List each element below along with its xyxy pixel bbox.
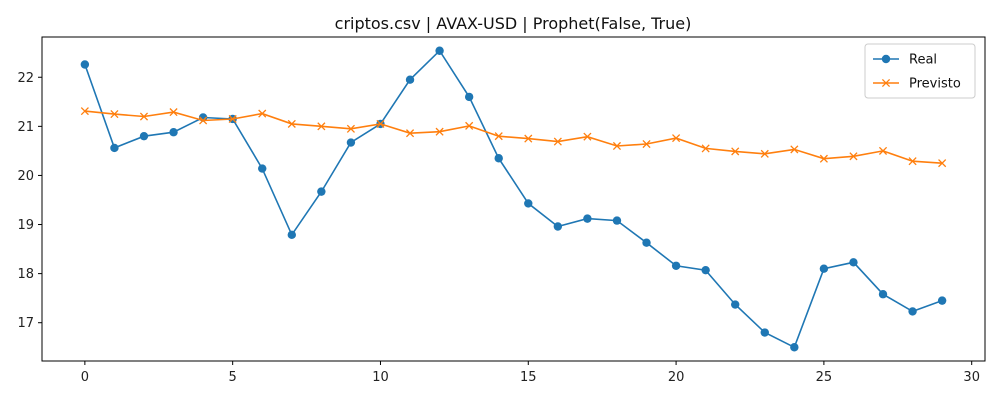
x-tick-label: 0 <box>81 370 89 385</box>
series-real <box>80 46 947 352</box>
legend-entry-real: Real <box>873 53 937 68</box>
data-point <box>258 164 267 173</box>
data-point <box>908 307 917 316</box>
y-tick-label: 17 <box>17 316 34 331</box>
data-point <box>553 222 563 231</box>
data-point <box>849 152 858 161</box>
data-point <box>317 187 326 196</box>
x-tick-label: 20 <box>668 370 685 385</box>
data-point <box>524 199 533 208</box>
data-point <box>790 343 799 352</box>
data-point <box>464 92 474 102</box>
data-point <box>110 110 119 119</box>
x-tick-label: 25 <box>816 370 833 385</box>
legend-marker <box>881 54 891 64</box>
legend-marker <box>881 78 891 88</box>
data-point <box>199 116 208 125</box>
data-point <box>849 258 858 267</box>
data-point <box>612 141 622 151</box>
data-point <box>228 114 237 124</box>
data-point <box>642 139 651 149</box>
data-point <box>139 112 149 121</box>
legend: Real Previsto <box>864 43 976 99</box>
data-point <box>642 238 651 247</box>
y-tick-label: 19 <box>17 218 34 233</box>
data-point <box>612 216 622 225</box>
legend-label: Previsto <box>909 77 961 92</box>
data-point <box>671 261 681 270</box>
data-point <box>80 107 89 116</box>
data-point <box>139 131 149 141</box>
data-point <box>583 132 592 141</box>
data-point <box>701 265 710 275</box>
y-tick-label: 20 <box>17 169 34 184</box>
data-point <box>878 146 888 155</box>
data-point <box>937 296 947 305</box>
series-previsto <box>80 107 947 168</box>
data-point <box>287 230 296 240</box>
data-point <box>760 328 769 337</box>
data-point <box>435 46 444 55</box>
data-point <box>583 214 592 223</box>
y-tick-label: 21 <box>17 120 34 135</box>
data-point <box>878 290 888 299</box>
data-point <box>819 154 828 163</box>
x-tick-label: 5 <box>229 370 237 385</box>
x-tick-label: 15 <box>520 370 537 385</box>
legend-entry-previsto: Previsto <box>873 77 961 92</box>
axes-frame <box>41 36 986 362</box>
data-point <box>731 300 740 309</box>
data-point <box>524 134 533 143</box>
data-point <box>80 60 90 69</box>
data-point <box>435 127 444 136</box>
data-point <box>405 75 415 84</box>
legend-label: Real <box>909 53 937 68</box>
data-point <box>346 124 355 133</box>
series-line-previsto <box>84 110 943 164</box>
y-tick-label: 22 <box>17 71 34 86</box>
data-point <box>169 128 178 137</box>
y-tick-label: 18 <box>17 267 34 282</box>
x-tick-label: 30 <box>963 370 980 385</box>
data-point <box>317 122 326 131</box>
axes: 0 5 10 15 20 25 30 17 18 19 20 21 22 <box>17 36 986 385</box>
data-point <box>376 119 385 128</box>
data-point <box>494 154 503 163</box>
legend-box <box>864 43 976 99</box>
plot-area <box>80 46 947 352</box>
data-point <box>819 264 829 273</box>
data-point <box>701 144 710 153</box>
chart-title: criptos.csv | AVAX-USD | Prophet(False, … <box>335 14 692 33</box>
data-point <box>465 121 474 130</box>
data-point <box>287 119 296 128</box>
data-point <box>258 109 267 118</box>
data-point <box>346 138 356 147</box>
data-point <box>672 134 681 143</box>
data-point <box>110 143 119 153</box>
data-point <box>938 159 947 168</box>
data-point <box>760 149 769 158</box>
x-tick-label: 10 <box>372 370 389 385</box>
data-point <box>494 132 503 141</box>
data-point <box>731 147 740 156</box>
data-point <box>790 145 799 154</box>
series-line-real <box>84 49 943 349</box>
data-point <box>405 129 415 138</box>
data-point <box>553 137 562 146</box>
data-point <box>908 157 917 166</box>
data-point <box>169 108 178 117</box>
